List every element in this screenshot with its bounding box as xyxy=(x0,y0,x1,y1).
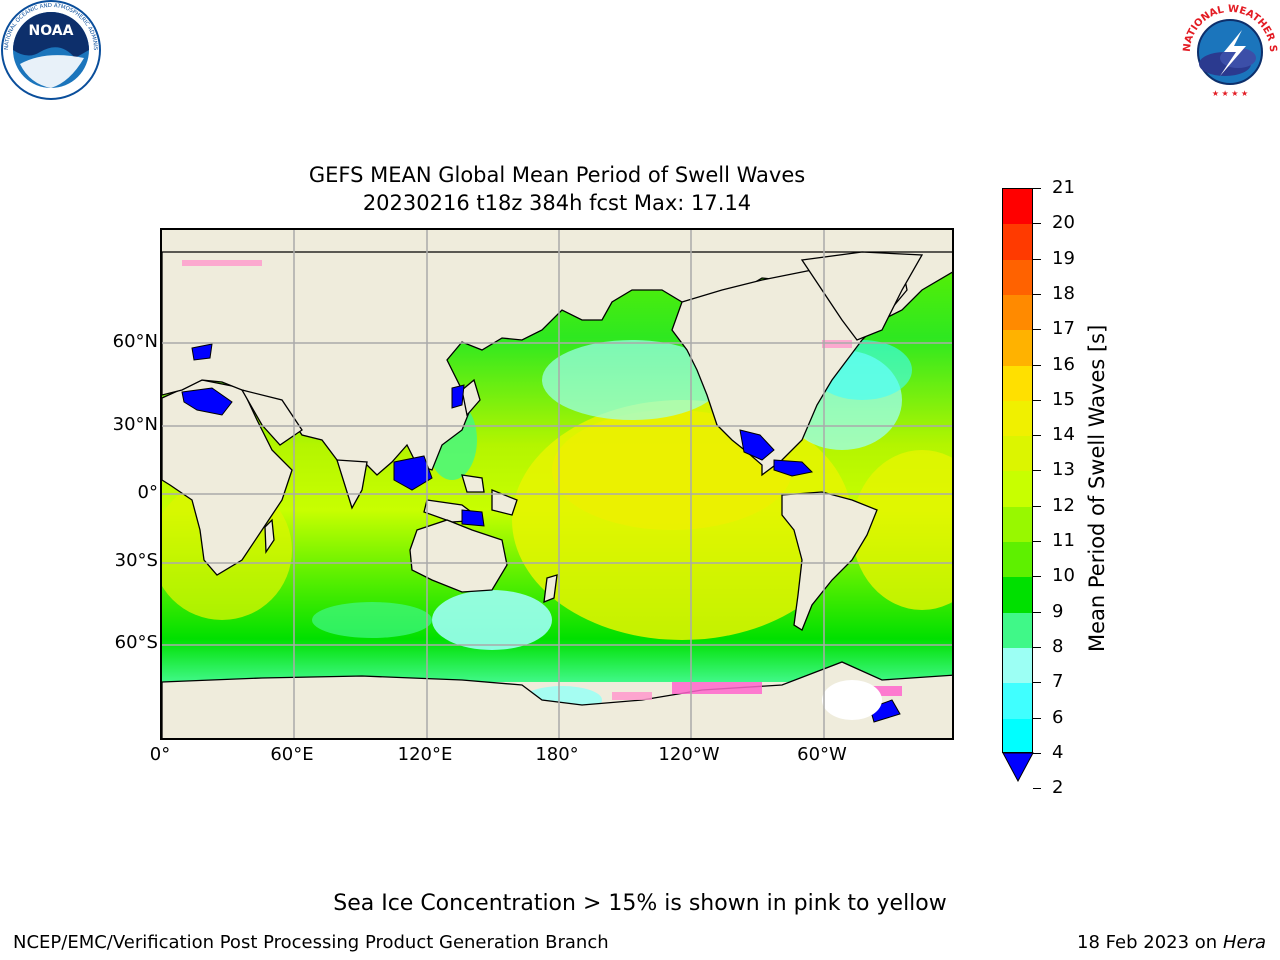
gulf-of-mexico xyxy=(739,429,775,461)
lon-label-120w: 120°W xyxy=(658,744,720,765)
colorbar-tick-label: 18 xyxy=(1052,282,1075,304)
colorbar-tick-mark xyxy=(1033,752,1041,754)
chart-subtitle: 20230216 t18z 384h fcst Max: 17.14 xyxy=(362,191,752,215)
low-period-seas xyxy=(181,343,901,723)
lon-label-180: 180° xyxy=(535,744,579,765)
lon-label-0: 0° xyxy=(149,744,171,765)
antarctica xyxy=(162,661,952,738)
sea-ice-note: Sea Ice Concentration > 15% is shown in … xyxy=(333,891,947,916)
colorbar-tick-mark xyxy=(1033,541,1041,542)
colorbar-tick-label: 11 xyxy=(1052,530,1075,551)
colorbar-tick-label: 4 xyxy=(1052,741,1064,763)
lat-label-60s: 60°S xyxy=(114,632,158,653)
colorbar-tick-mark xyxy=(1033,364,1041,366)
colorbar-tick-label: 7 xyxy=(1052,671,1064,693)
colorbar-segment xyxy=(1003,471,1032,508)
lon-label-120e: 120°E xyxy=(397,744,453,765)
colorbar-segment xyxy=(1003,330,1032,367)
noaa-logo-text: NOAA xyxy=(29,23,74,39)
colorbar-tick-label: 16 xyxy=(1052,353,1075,375)
noaa-logo: NOAA NATIONAL OCEANIC AND ATMOSPHERIC AD… xyxy=(0,0,101,100)
colorbar-segment xyxy=(1003,718,1032,752)
colorbar-segment xyxy=(1003,259,1032,296)
colorbar-segment xyxy=(1003,224,1032,261)
colorbar-segment xyxy=(1003,577,1032,614)
lon-label-60e: 60°E xyxy=(270,744,314,765)
south-america xyxy=(781,491,878,631)
colorbar-tick-mark xyxy=(1033,470,1041,472)
colorbar-tick-mark xyxy=(1033,788,1041,790)
colorbar-tick-label: 10 xyxy=(1052,565,1075,587)
colorbar-tick-label: 2 xyxy=(1052,777,1064,799)
colorbar-segment xyxy=(1003,294,1032,332)
colorbar-tick-mark xyxy=(1033,258,1041,260)
colorbar-tick-label: 9 xyxy=(1052,600,1064,622)
colorbar-tick-mark xyxy=(1033,717,1041,719)
lat-label-30n: 30°N xyxy=(112,414,158,435)
machine-name: Hera xyxy=(1222,932,1266,953)
colorbar xyxy=(1002,188,1033,753)
colorbar-tick-mark xyxy=(1033,223,1041,225)
colorbar-tick-mark xyxy=(1033,505,1041,507)
colorbar-tick-label: 8 xyxy=(1052,635,1064,657)
colorbar-tick-mark xyxy=(1033,646,1041,648)
graticule xyxy=(162,230,952,738)
date-text: 18 Feb 2023 on xyxy=(1077,932,1218,953)
chart-title: GEFS MEAN Global Mean Period of Swell Wa… xyxy=(308,163,806,187)
colorbar-segment xyxy=(1003,189,1032,226)
colorbar-segment xyxy=(1003,506,1032,543)
colorbar-segment xyxy=(1003,436,1032,473)
sea-ice xyxy=(182,260,902,720)
colorbar-tick-mark xyxy=(1033,188,1041,189)
mediterranean xyxy=(181,387,233,416)
colorbar-tick-label: 13 xyxy=(1052,459,1075,481)
colorbar-tick-mark xyxy=(1033,435,1041,437)
nws-logo: NATIONAL WEATHER SERVICE ★ ★ ★ ★ xyxy=(1180,0,1278,98)
colorbar-tick-label: 15 xyxy=(1052,388,1075,410)
colorbar-tick-label: 14 xyxy=(1052,424,1075,446)
colorbar-segment xyxy=(1003,683,1032,720)
greenland xyxy=(800,251,924,341)
map-panel xyxy=(160,228,954,740)
colorbar-segment xyxy=(1003,612,1032,649)
producer-credit: NCEP/EMC/Verification Post Processing Pr… xyxy=(13,932,609,953)
southern-ocean-low-period xyxy=(432,590,552,650)
colorbar-tick-label: 6 xyxy=(1052,706,1064,728)
colorbar-tick-label: 12 xyxy=(1052,494,1075,516)
colorbar-tick-mark xyxy=(1033,329,1041,331)
lat-label-60n: 60°N xyxy=(112,331,158,352)
colorbar-segment xyxy=(1003,400,1032,438)
colorbar-tick-label: 20 xyxy=(1052,212,1075,234)
colorbar-segment xyxy=(1003,365,1032,402)
colorbar-tick-label: 19 xyxy=(1052,247,1075,269)
date-stamp: 18 Feb 2023 on Hera xyxy=(1077,932,1266,953)
colorbar-tick-label: 17 xyxy=(1052,318,1075,340)
colorbar-tick-mark xyxy=(1033,682,1041,684)
colorbar-segment xyxy=(1003,542,1032,579)
lat-label-30s: 30°S xyxy=(114,550,158,571)
colorbar-tick-mark xyxy=(1033,293,1041,295)
lat-label-0: 0° xyxy=(137,482,158,503)
colorbar-title: Mean Period of Swell Waves [s] xyxy=(1085,324,1109,652)
swell-period-map xyxy=(162,230,952,738)
colorbar-extend-arrow xyxy=(1002,752,1034,782)
svg-text:★ ★ ★ ★: ★ ★ ★ ★ xyxy=(1212,89,1248,98)
colorbar-tick-mark xyxy=(1033,611,1041,613)
colorbar-tick-mark xyxy=(1033,399,1041,401)
lon-label-60w: 60°W xyxy=(797,744,847,765)
colorbar-tick-label: 21 xyxy=(1052,177,1075,198)
colorbar-tick-mark xyxy=(1033,576,1041,578)
colorbar-segment xyxy=(1003,647,1032,685)
